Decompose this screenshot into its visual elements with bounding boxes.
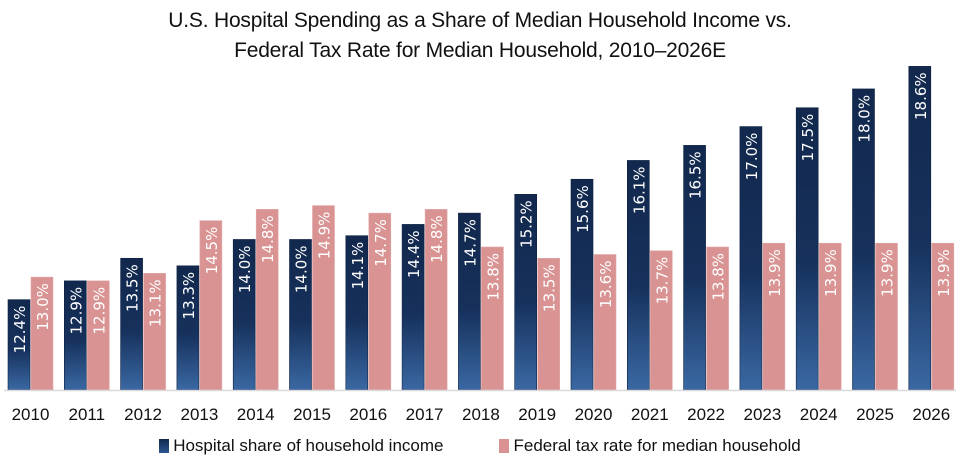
chart-title: U.S. Hospital Spending as a Share of Med… xyxy=(0,6,960,66)
data-label-federal-tax-rate-for-median-household-2014: 14.8% xyxy=(259,215,277,263)
data-label-hospital-share-of-household-income-2021: 16.1% xyxy=(630,166,648,214)
data-label-federal-tax-rate-for-median-household-2025: 13.9% xyxy=(879,249,897,297)
data-label-federal-tax-rate-for-median-household-2012: 13.1% xyxy=(147,279,165,327)
data-label-federal-tax-rate-for-median-household-2010: 13.0% xyxy=(34,283,52,331)
data-label-hospital-share-of-household-income-2017: 14.4% xyxy=(405,230,423,278)
data-label-federal-tax-rate-for-median-household-2021: 13.7% xyxy=(653,257,671,305)
data-label-hospital-share-of-household-income-2010: 12.4% xyxy=(11,306,29,354)
x-tick-label-2021: 2021 xyxy=(631,405,669,424)
data-label-hospital-share-of-household-income-2025: 18.0% xyxy=(856,95,874,143)
data-label-hospital-share-of-household-income-2013: 13.3% xyxy=(180,272,198,320)
legend-swatch-tax xyxy=(499,439,510,453)
x-tick-label-2016: 2016 xyxy=(349,405,387,424)
legend-swatch-hospital xyxy=(159,439,170,453)
data-label-federal-tax-rate-for-median-household-2015: 14.9% xyxy=(316,212,334,260)
data-label-hospital-share-of-household-income-2024: 17.5% xyxy=(799,114,817,162)
data-label-federal-tax-rate-for-median-household-2024: 13.9% xyxy=(822,249,840,297)
data-label-federal-tax-rate-for-median-household-2013: 14.5% xyxy=(203,227,221,275)
data-label-hospital-share-of-household-income-2026: 18.6% xyxy=(912,72,930,120)
data-label-hospital-share-of-household-income-2020: 15.6% xyxy=(574,185,592,233)
legend-item-hospital: Hospital share of household income xyxy=(159,436,443,456)
legend-label-hospital: Hospital share of household income xyxy=(173,436,444,455)
bars-layer: 12.4% 13.0% 12.9% 12.9% 13.5% 13.1% 13.3% 14.5%… xyxy=(7,66,955,391)
chart-title-line-2: Federal Tax Rate for Median Household, 2… xyxy=(234,39,726,62)
data-label-hospital-share-of-household-income-2018: 14.7% xyxy=(461,219,479,267)
x-tick-label-2022: 2022 xyxy=(687,405,725,424)
x-tick-label-2020: 2020 xyxy=(575,405,613,424)
data-label-federal-tax-rate-for-median-household-2018: 13.8% xyxy=(484,253,502,301)
x-tick-labels: 2010 2011 2012 2013 2014 2015 2016 2017 2018 2019… xyxy=(12,405,951,424)
data-label-federal-tax-rate-for-median-household-2017: 14.8% xyxy=(428,215,446,263)
x-tick-label-2015: 2015 xyxy=(293,405,331,424)
x-tick-label-2018: 2018 xyxy=(462,405,500,424)
data-label-federal-tax-rate-for-median-household-2019: 13.5% xyxy=(541,264,559,312)
data-label-hospital-share-of-household-income-2012: 13.5% xyxy=(124,264,142,312)
data-label-federal-tax-rate-for-median-household-2016: 14.7% xyxy=(372,219,390,267)
data-label-hospital-share-of-household-income-2019: 15.2% xyxy=(518,200,536,248)
x-tick-label-2023: 2023 xyxy=(743,405,781,424)
x-tick-label-2010: 2010 xyxy=(12,405,50,424)
data-label-federal-tax-rate-for-median-household-2026: 13.9% xyxy=(935,249,953,297)
x-tick-label-2019: 2019 xyxy=(518,405,556,424)
legend-label-tax: Federal tax rate for median household xyxy=(513,436,801,455)
data-label-hospital-share-of-household-income-2023: 17.0% xyxy=(743,133,761,181)
data-label-federal-tax-rate-for-median-household-2023: 13.9% xyxy=(766,249,784,297)
data-label-federal-tax-rate-for-median-household-2020: 13.6% xyxy=(597,261,615,309)
x-tick-label-2026: 2026 xyxy=(912,405,950,424)
x-tick-label-2011: 2011 xyxy=(69,405,106,424)
x-tick-label-2013: 2013 xyxy=(180,405,218,424)
chart-title-line-1: U.S. Hospital Spending as a Share of Med… xyxy=(168,9,792,32)
x-tick-label-2025: 2025 xyxy=(856,405,894,424)
x-tick-label-2014: 2014 xyxy=(237,405,275,424)
data-label-hospital-share-of-household-income-2011: 12.9% xyxy=(67,287,85,335)
data-label-hospital-share-of-household-income-2016: 14.1% xyxy=(349,242,367,290)
x-tick-label-2012: 2012 xyxy=(124,405,162,424)
data-label-federal-tax-rate-for-median-household-2011: 12.9% xyxy=(90,287,108,335)
data-label-hospital-share-of-household-income-2022: 16.5% xyxy=(687,151,705,199)
legend: Hospital share of household income Feder… xyxy=(0,436,960,456)
x-tick-label-2017: 2017 xyxy=(406,405,444,424)
data-label-hospital-share-of-household-income-2014: 14.0% xyxy=(236,245,254,293)
data-label-hospital-share-of-household-income-2015: 14.0% xyxy=(293,245,311,293)
x-tick-label-2024: 2024 xyxy=(800,405,838,424)
data-label-federal-tax-rate-for-median-household-2022: 13.8% xyxy=(710,253,728,301)
legend-item-tax: Federal tax rate for median household xyxy=(499,436,801,456)
